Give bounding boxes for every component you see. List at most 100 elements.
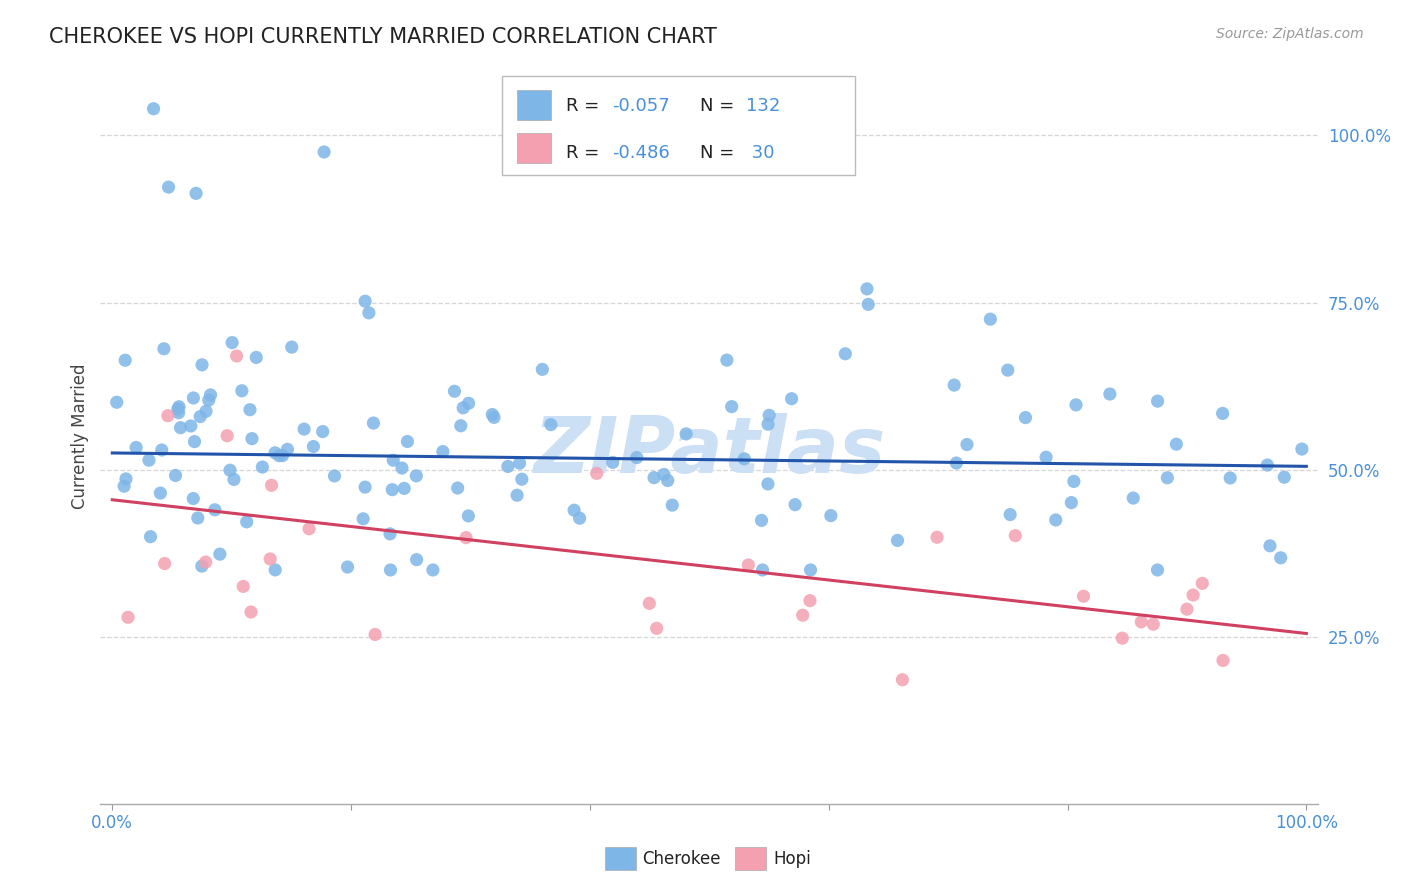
Point — [568, 511, 591, 525]
Point — [1291, 442, 1313, 456]
Point — [562, 503, 585, 517]
Point — [1045, 513, 1067, 527]
Point — [267, 449, 290, 463]
Point — [191, 559, 214, 574]
FancyBboxPatch shape — [502, 76, 855, 175]
Point — [363, 416, 385, 430]
Point — [858, 297, 880, 311]
Point — [652, 467, 675, 482]
Point — [405, 468, 427, 483]
Point — [643, 470, 665, 484]
Point — [661, 498, 683, 512]
Point — [264, 563, 287, 577]
Point — [298, 522, 321, 536]
Point — [181, 491, 204, 506]
Point — [169, 420, 191, 434]
Point — [142, 102, 165, 116]
Point — [197, 393, 219, 408]
Point — [156, 409, 179, 423]
Point — [252, 460, 274, 475]
Point — [314, 145, 336, 159]
Point — [240, 432, 263, 446]
Point — [737, 558, 759, 572]
Point — [1035, 450, 1057, 465]
Point — [225, 349, 247, 363]
Point — [380, 563, 402, 577]
Point — [180, 419, 202, 434]
Point — [1272, 470, 1295, 484]
Point — [799, 593, 821, 607]
Point — [260, 478, 283, 492]
Point — [150, 443, 173, 458]
Point — [357, 306, 380, 320]
Point — [302, 440, 325, 454]
Point — [716, 353, 738, 368]
Text: ZIPatlas: ZIPatlas — [533, 413, 886, 489]
Text: N =: N = — [700, 96, 740, 115]
Point — [183, 391, 205, 405]
Point — [271, 449, 294, 463]
Point — [138, 453, 160, 467]
Point — [217, 428, 239, 442]
Point — [1175, 602, 1198, 616]
Point — [165, 468, 187, 483]
Point — [292, 422, 315, 436]
Point — [998, 508, 1021, 522]
Point — [392, 482, 415, 496]
Point — [540, 417, 562, 432]
Point — [1256, 458, 1278, 472]
Point — [117, 610, 139, 624]
Point — [1146, 563, 1168, 577]
FancyBboxPatch shape — [517, 90, 551, 120]
Point — [482, 410, 505, 425]
Point — [364, 627, 387, 641]
Point — [245, 351, 267, 365]
Point — [396, 434, 419, 449]
Point — [626, 450, 648, 465]
Text: R =: R = — [565, 145, 605, 162]
Point — [432, 444, 454, 458]
Text: Cherokee: Cherokee — [643, 850, 721, 868]
Point — [166, 402, 188, 417]
Point — [1004, 529, 1026, 543]
Point — [531, 362, 554, 376]
Text: CHEROKEE VS HOPI CURRENTLY MARRIED CORRELATION CHART: CHEROKEE VS HOPI CURRENTLY MARRIED CORRE… — [49, 27, 717, 46]
Point — [657, 474, 679, 488]
Point — [446, 481, 468, 495]
Point — [240, 605, 263, 619]
Point — [1098, 387, 1121, 401]
Point — [585, 467, 607, 481]
Point — [891, 673, 914, 687]
Point — [1111, 631, 1133, 645]
Point — [167, 400, 190, 414]
Point — [208, 547, 231, 561]
Point — [336, 560, 359, 574]
Point — [323, 469, 346, 483]
Point — [1130, 615, 1153, 629]
Point — [451, 401, 474, 415]
Point — [1122, 491, 1144, 505]
Point — [187, 511, 209, 525]
Text: 132: 132 — [745, 96, 780, 115]
Point — [153, 557, 176, 571]
Text: -0.057: -0.057 — [612, 96, 669, 115]
Point — [112, 479, 135, 493]
Point — [382, 453, 405, 467]
Point — [1212, 653, 1234, 667]
Point — [405, 552, 427, 566]
Point — [456, 531, 478, 545]
Point — [1219, 471, 1241, 485]
Point — [510, 472, 533, 486]
Point — [602, 455, 624, 469]
Point — [232, 579, 254, 593]
Point — [792, 608, 814, 623]
Point — [834, 347, 856, 361]
Y-axis label: Currently Married: Currently Married — [72, 364, 89, 509]
Point — [125, 441, 148, 455]
Point — [1064, 398, 1087, 412]
Point — [1073, 589, 1095, 603]
Point — [184, 186, 207, 201]
Point — [925, 530, 948, 544]
Point — [354, 480, 377, 494]
Point — [457, 396, 479, 410]
